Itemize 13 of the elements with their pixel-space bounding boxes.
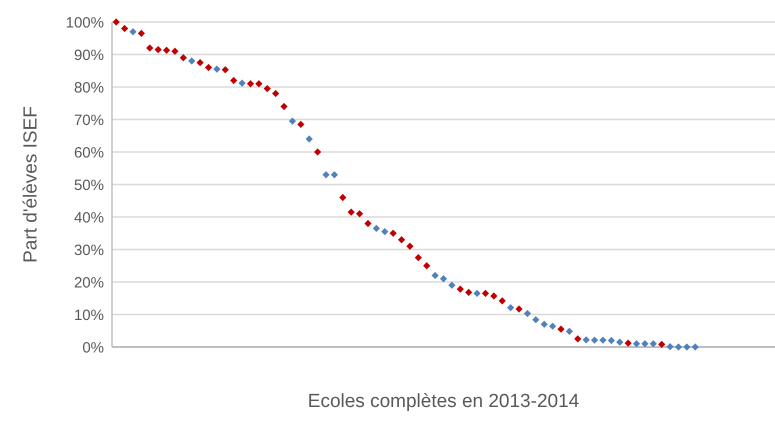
- y-tick-label: 90%: [74, 46, 104, 64]
- y-tick-label: 80%: [74, 79, 104, 96]
- y-axis-title: Part d'élèves ISEF: [20, 106, 42, 263]
- y-tick-label: 40%: [74, 209, 104, 226]
- y-tick-label: 30%: [74, 242, 104, 259]
- y-tick-label: 0%: [82, 339, 104, 356]
- y-tick-label: 20%: [74, 274, 104, 292]
- y-tick-label: 50%: [74, 176, 104, 194]
- y-tick-label: 70%: [74, 112, 104, 129]
- y-tick-label: 100%: [66, 14, 104, 32]
- y-tick-label: 10%: [74, 306, 104, 324]
- x-axis-title: Ecoles complètes en 2013-2014: [308, 391, 580, 412]
- y-tick-label: 60%: [74, 144, 104, 162]
